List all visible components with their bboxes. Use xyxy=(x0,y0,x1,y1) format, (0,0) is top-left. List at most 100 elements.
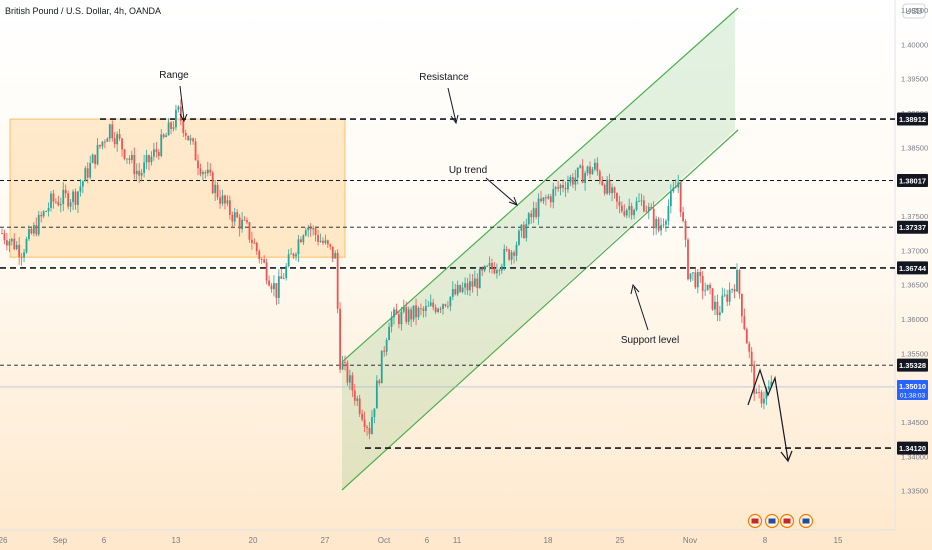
candle xyxy=(273,275,275,297)
y-tick-label: 1.39500 xyxy=(901,75,928,84)
candle xyxy=(461,282,464,294)
candle xyxy=(767,380,770,391)
candle xyxy=(140,168,143,182)
x-tick-label: 18 xyxy=(544,536,553,545)
candle xyxy=(603,183,606,196)
uptrend-channel[interactable] xyxy=(342,10,735,490)
range-box[interactable] xyxy=(9,118,346,258)
candle xyxy=(535,202,537,220)
annotation-label: Support level xyxy=(621,335,679,346)
candle xyxy=(491,258,493,274)
currency-badge[interactable] xyxy=(902,3,926,19)
candle xyxy=(157,148,160,160)
last-price-label: 1.35010 xyxy=(899,382,926,391)
candle xyxy=(733,284,736,299)
candle xyxy=(660,217,662,236)
y-tick-label: 1.37500 xyxy=(901,212,928,221)
candle xyxy=(388,322,390,341)
candle xyxy=(665,218,667,232)
candle xyxy=(753,360,756,401)
candle xyxy=(113,132,116,148)
candle xyxy=(20,253,23,266)
support-arrow xyxy=(633,286,649,331)
candle xyxy=(255,241,258,256)
candle xyxy=(689,273,692,282)
projection-path[interactable] xyxy=(747,368,789,461)
candle xyxy=(285,263,288,281)
candle xyxy=(189,134,192,145)
candle xyxy=(630,202,633,220)
candle xyxy=(67,190,70,210)
candle xyxy=(574,169,577,191)
candle xyxy=(322,237,324,245)
candle xyxy=(45,210,47,213)
candle xyxy=(108,123,111,142)
channel-lower-line[interactable] xyxy=(341,129,739,491)
candle xyxy=(268,275,270,287)
candle xyxy=(554,186,557,197)
candle xyxy=(478,266,481,289)
candle xyxy=(101,141,104,150)
candle xyxy=(219,189,221,209)
candle xyxy=(241,212,243,233)
candle xyxy=(89,155,92,180)
candle xyxy=(351,372,354,397)
candle xyxy=(35,217,38,237)
candle xyxy=(557,180,560,192)
candle xyxy=(692,272,694,281)
candle xyxy=(395,303,398,315)
candle xyxy=(94,154,96,169)
candle xyxy=(326,239,329,248)
candle xyxy=(598,169,601,185)
candle xyxy=(515,241,518,262)
resistance-arrow-head xyxy=(450,114,459,125)
candle xyxy=(650,203,653,210)
candle xyxy=(596,157,599,176)
y-tick-label: 1.34000 xyxy=(901,452,928,461)
candle xyxy=(579,164,582,169)
x-tick-label: 15 xyxy=(834,536,843,545)
candle xyxy=(116,131,119,152)
candle xyxy=(513,250,515,264)
level-price-tag xyxy=(897,112,928,126)
candle xyxy=(302,234,305,245)
candle xyxy=(571,172,574,188)
flag-icon xyxy=(751,518,759,524)
x-tick-label: 20 xyxy=(249,536,258,545)
candle xyxy=(52,189,55,209)
x-tick-label: 6 xyxy=(425,536,430,545)
level-price-label: 1.36744 xyxy=(899,264,927,273)
candle xyxy=(341,355,344,371)
candle xyxy=(638,193,640,203)
currency-label: USD xyxy=(906,7,923,16)
candle xyxy=(211,170,214,195)
candle xyxy=(645,205,648,213)
candle xyxy=(233,207,236,226)
x-tick-label: 25 xyxy=(616,536,625,545)
candle xyxy=(576,167,579,185)
candle xyxy=(464,277,466,295)
candle xyxy=(260,257,263,265)
candle xyxy=(373,408,376,424)
candle xyxy=(699,267,702,283)
candle xyxy=(353,383,356,406)
candle xyxy=(77,190,79,214)
y-tick-label: 1.40000 xyxy=(901,40,928,49)
candle xyxy=(162,133,165,139)
candle xyxy=(175,104,177,131)
flag-icon xyxy=(783,518,791,524)
candle xyxy=(718,305,721,322)
candle xyxy=(601,176,604,187)
candle xyxy=(763,391,765,410)
channel-upper-line[interactable] xyxy=(341,7,739,363)
candle xyxy=(520,224,523,238)
candle xyxy=(363,411,366,433)
candle xyxy=(243,216,246,221)
x-tick-label: 8 xyxy=(763,536,768,545)
candle xyxy=(738,268,741,299)
candle xyxy=(434,304,437,315)
candle xyxy=(143,154,145,178)
candle xyxy=(628,198,631,218)
